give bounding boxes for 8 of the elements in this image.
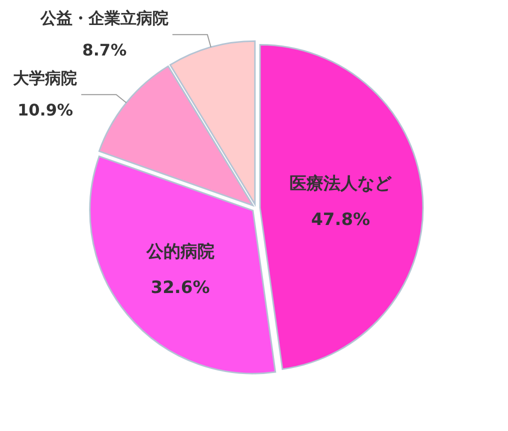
data-label: 32.6%: [150, 278, 210, 298]
data-label: 8.7%: [82, 40, 127, 60]
slice-label: 大学病院: [13, 68, 78, 88]
data-label: 10.9%: [17, 100, 73, 120]
data-label: 47.8%: [311, 210, 370, 230]
slice-label: 公益・企業立病院: [39, 8, 168, 28]
slice-label: 公的病院: [145, 242, 214, 262]
slice-label: 医療法人など: [290, 174, 393, 194]
